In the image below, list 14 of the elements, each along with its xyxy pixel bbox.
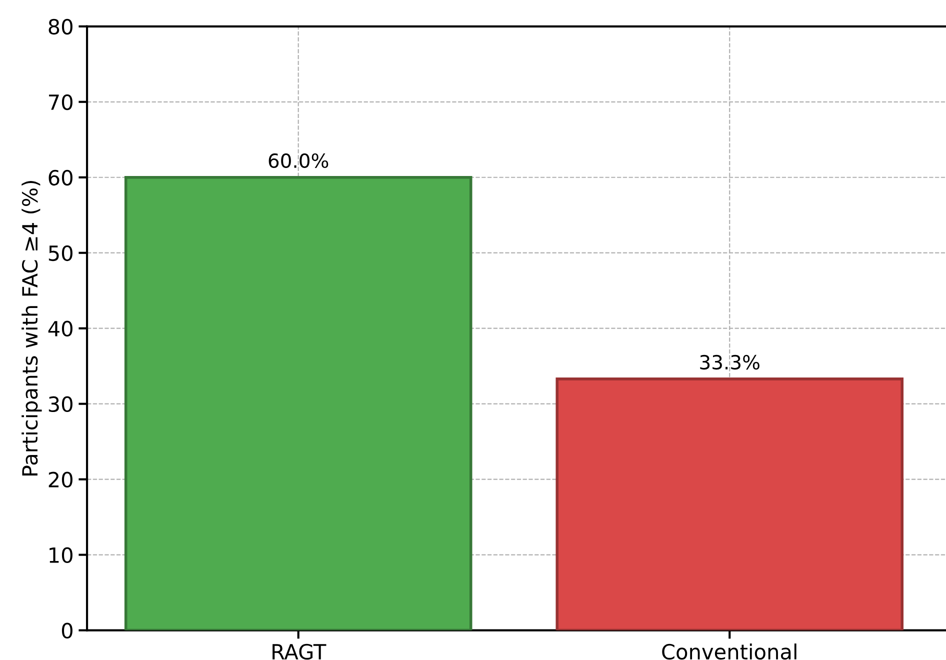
data-label: 33.3% [700, 354, 760, 370]
y-tick-label: 0 [62, 622, 72, 639]
y-tick-label: 40 [48, 320, 72, 337]
y-tick-label: 80 [48, 18, 72, 35]
y-tick-label: 30 [48, 396, 72, 412]
y-axis-title: Participants with FAC ≥4 (%) [22, 180, 42, 476]
data-label: 60.0% [268, 153, 328, 168]
y-tick-label: 10 [50, 547, 72, 564]
x-tick-label: Conventional [662, 643, 796, 660]
x-tick-label: RAGT [272, 644, 326, 660]
y-tick-label: 50 [48, 245, 72, 262]
y-tick-label: 20 [48, 472, 72, 488]
y-tick-label: 60 [48, 170, 72, 186]
y-tick-label: 70 [49, 94, 72, 110]
